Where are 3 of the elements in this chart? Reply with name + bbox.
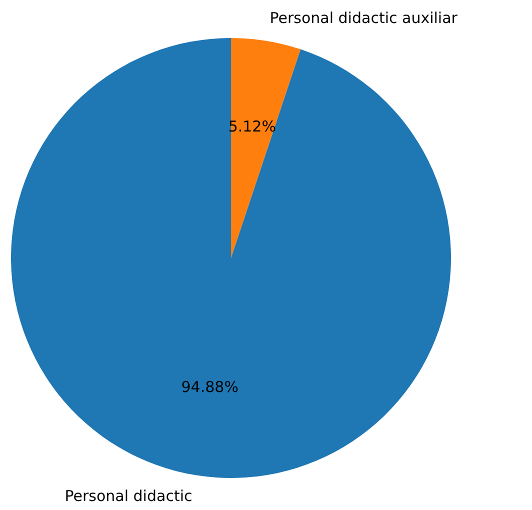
data-label: 94.88% — [181, 378, 238, 396]
slice-label: Personal didactic auxiliar — [270, 9, 458, 28]
slice-label: Personal didactic — [64, 486, 192, 505]
